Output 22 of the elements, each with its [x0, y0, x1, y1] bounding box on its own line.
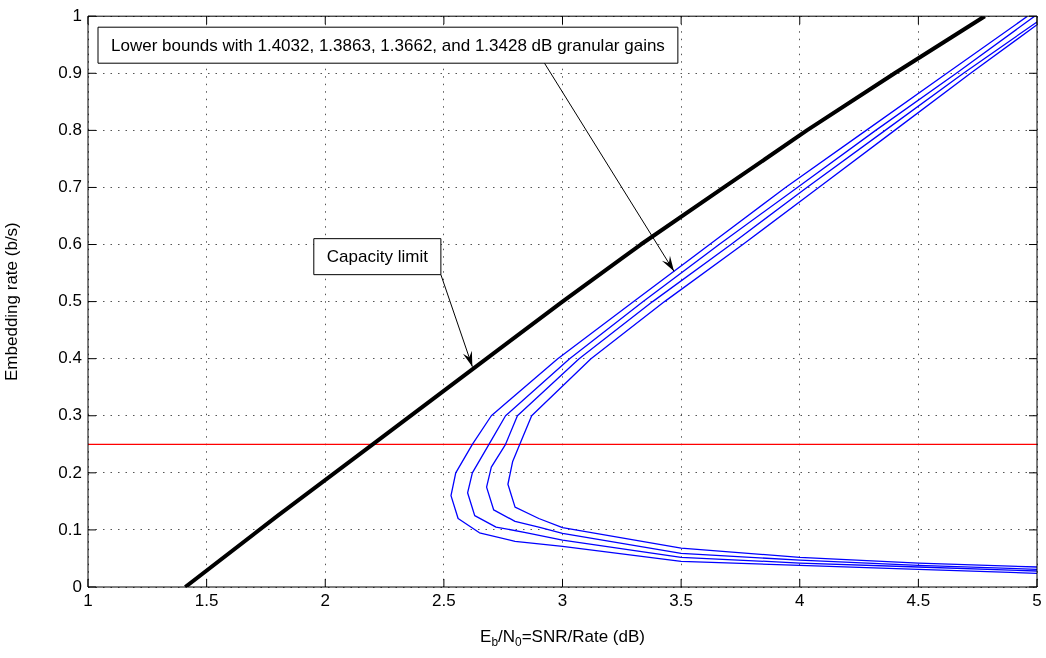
- y-tick-label: 0.6: [58, 234, 82, 254]
- y-tick-label: 0.1: [58, 519, 82, 539]
- x-tick-label: 4.5: [906, 590, 931, 610]
- x-tick-label: 2.5: [432, 590, 456, 610]
- y-tick-label: 1: [72, 5, 82, 25]
- annotation: Lower bounds with 1.4032, 1.3863, 1.3662, and 1.3428 dB granular gains: [111, 35, 665, 55]
- x-tick-label: 2: [320, 590, 330, 610]
- y-tick-label: 0: [72, 576, 82, 596]
- x-tick-label: 4: [795, 590, 805, 610]
- y-tick-label: 0.8: [58, 120, 82, 140]
- y-tick-label: 0.3: [58, 405, 82, 425]
- x-tick-label: 5: [1032, 590, 1042, 610]
- y-axis-title: Embedding rate (b/s): [1, 222, 21, 381]
- y-tick-label: 0.2: [58, 462, 82, 482]
- y-tick-label: 0.9: [58, 62, 82, 82]
- x-tick-label: 3.5: [669, 590, 693, 610]
- annotation: Capacity limit: [326, 247, 429, 267]
- y-tick-label: 0.5: [58, 291, 82, 311]
- x-tick-label: 3: [557, 590, 568, 610]
- y-tick-label: 0.7: [58, 177, 82, 197]
- x-tick-label: 1.5: [194, 590, 219, 610]
- y-tick-label: 0.4: [58, 348, 82, 368]
